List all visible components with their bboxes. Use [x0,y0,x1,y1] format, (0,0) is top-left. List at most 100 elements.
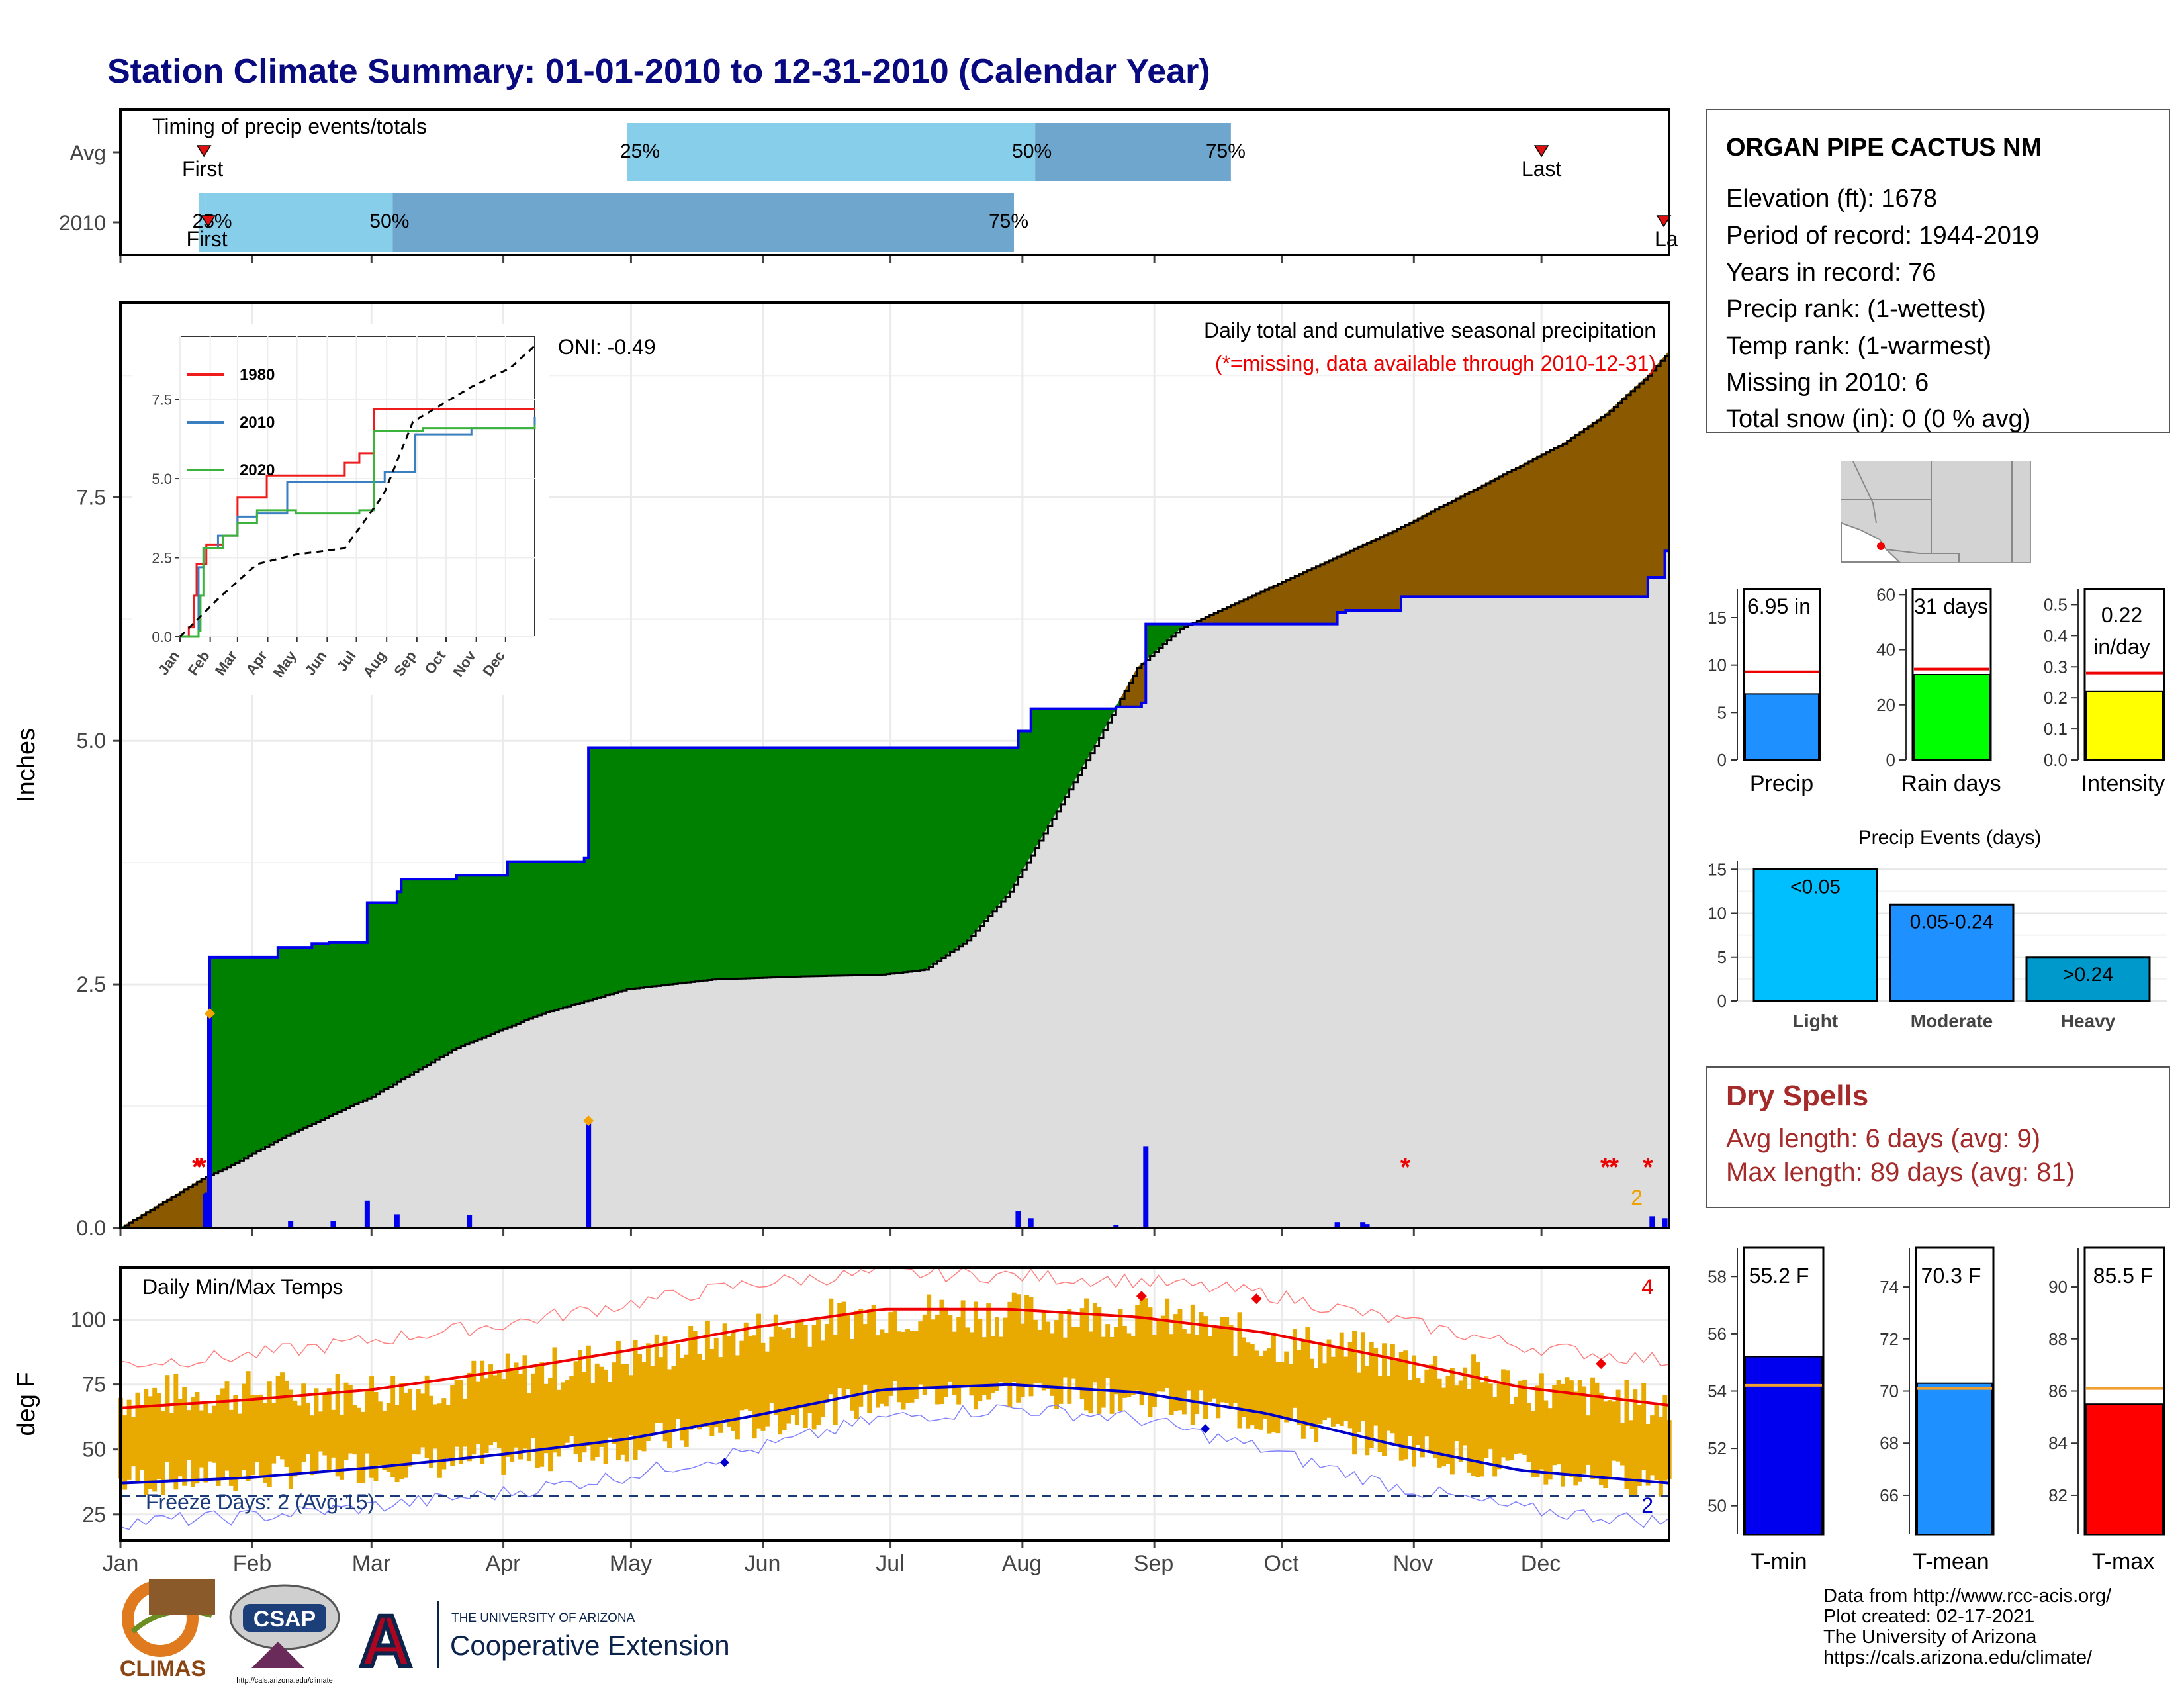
above-normal-fill-71 [418,878,423,1070]
daily-temp-bar-44 [301,1383,306,1462]
daily-temp-bar-48 [318,1411,323,1452]
normal-cumulative-line [120,351,1670,1229]
above-normal-fill-188 [915,747,921,971]
daily-temp-bar-292 [1356,1372,1361,1432]
inset-ytick-label-3: 7.5 [152,392,172,408]
daily-temp-bar-258 [1211,1327,1216,1399]
daily-temp-bar-314 [1449,1368,1455,1475]
above-normal-fill-168 [831,747,836,976]
record-high-marker-2 [1596,1358,1607,1370]
daily-temp-bar-302 [1398,1352,1404,1461]
daily-temp-bar-70 [412,1410,417,1454]
daily-temp-bar-27 [228,1409,234,1486]
above-normal-fill-74 [430,878,436,1063]
below-normal-fill-17 [188,1184,193,1229]
temp-ytick-label-2: 75 [82,1373,106,1397]
below-normal-fill-290 [1349,548,1355,611]
below-normal-fill-271 [1269,585,1274,625]
precip-count-label: 2 [1631,1186,1643,1209]
below-normal-fill-359 [1643,375,1649,597]
daily-temp-bar-47 [314,1388,319,1472]
oni-label: ONI: -0.49 [558,335,656,359]
daily-temp-bar-167 [824,1324,829,1403]
above-normal-fill-186 [907,747,913,972]
daily-temp-bar-73 [424,1375,430,1458]
below-normal-fill-279 [1302,570,1308,625]
above-normal-fill-118 [617,747,623,992]
above-normal-fill-119 [622,747,627,991]
daily-temp-bar-12 [165,1375,170,1462]
daily-temp-bar-98 [531,1373,536,1438]
daily-temp-bar-303 [1403,1350,1408,1460]
tbar-2-ytick-label-2: 86 [2048,1382,2068,1401]
above-normal-fill-57 [358,942,363,1103]
daily-temp-bar-25 [220,1388,225,1480]
event-bar-inner-label-0: <0.05 [1790,876,1841,898]
below-normal-fill-361 [1651,365,1657,578]
above-normal-fill-81 [460,874,466,1047]
daily-precip-bar-10 [1028,1218,1034,1228]
above-normal-fill-92 [507,861,512,1028]
daily-temp-bar-29 [237,1413,242,1479]
tbar-2-ytick-label-1: 84 [2048,1433,2068,1453]
daily-temp-bar-137 [697,1354,702,1430]
daily-temp-bar-99 [535,1364,540,1468]
above-normal-fill-127 [656,747,661,986]
daily-temp-bar-168 [829,1298,834,1395]
daily-temp-bar-72 [420,1393,426,1448]
daily-temp-bar-41 [288,1389,293,1489]
daily-temp-bar-160 [794,1322,799,1425]
above-normal-fill-139 [707,747,712,980]
timing-row-avg-label: Avg [69,141,106,165]
below-normal-fill-311 [1439,504,1444,597]
intensity-ytick-label-5: 0.5 [2044,594,2068,614]
daily-temp-bar-298 [1382,1343,1387,1456]
daily-temp-bar-86 [480,1360,485,1464]
freeze-days-label: Freeze Days: 2 (Avg:15) [146,1490,375,1514]
daily-temp-bar-15 [177,1399,183,1477]
missing-day-marker-1: * [196,1153,206,1182]
below-normal-fill-295 [1371,538,1376,611]
tbar-2-ytick-label-4: 90 [2048,1277,2068,1297]
below-normal-fill-357 [1635,383,1640,597]
daily-temp-bar-132 [675,1344,680,1419]
csap-logo: CSAP http://cals.arizona.edu/climate [229,1584,340,1685]
temp-y-axis-label: deg F [13,1372,40,1436]
intensity-ytick-label-2: 0.2 [2044,688,2068,708]
daily-temp-bar-5 [135,1392,140,1483]
above-normal-fill-87 [486,874,491,1037]
daily-temp-bar-92 [505,1353,510,1457]
below-normal-fill-326 [1502,471,1508,597]
inset-normal-dashed-line [179,345,536,638]
timing-box-low-0 [627,123,1036,181]
daily-temp-bar-280 [1305,1327,1310,1426]
below-normal-fill-292 [1358,544,1363,611]
tbar-0-ytick-label-4: 58 [1707,1266,1727,1286]
below-normal-fill-310 [1435,506,1440,597]
daily-temp-bar-286 [1330,1356,1336,1427]
daily-temp-bar-180 [880,1329,885,1404]
above-normal-fill-75 [435,878,440,1060]
daily-record-diamond-1 [583,1115,594,1127]
above-normal-fill-166 [822,747,827,976]
above-normal-fill-131 [673,747,678,984]
event-bar-moderate [1889,903,2015,1002]
above-normal-fill-96 [524,861,529,1021]
below-normal-fill-352 [1614,402,1619,597]
daily-temp-bar-173 [850,1338,855,1411]
daily-temp-bar-34 [258,1394,263,1477]
tbar-2-bar [2085,1403,2163,1536]
daily-temp-bar-238 [1126,1333,1132,1397]
summary-bars: 0 5 10 15 0 20 40 60 0.0 0.1 0.2 0.3 0.4 0.5 [1707,585,2165,770]
daily-temp-bar-190 [922,1314,927,1395]
daily-temp-bar-116 [608,1382,612,1438]
above-normal-fill-80 [456,874,461,1049]
daily-temp-bar-343 [1573,1391,1578,1486]
daily-temp-bar-317 [1463,1367,1468,1446]
daily-temp-bar-129 [662,1336,668,1442]
above-normal-fill-135 [690,747,696,982]
daily-temp-bar-204 [981,1337,987,1395]
daily-temp-bar-309 [1428,1364,1433,1452]
daily-temp-bar-113 [594,1363,600,1458]
below-normal-fill-282 [1316,564,1321,625]
